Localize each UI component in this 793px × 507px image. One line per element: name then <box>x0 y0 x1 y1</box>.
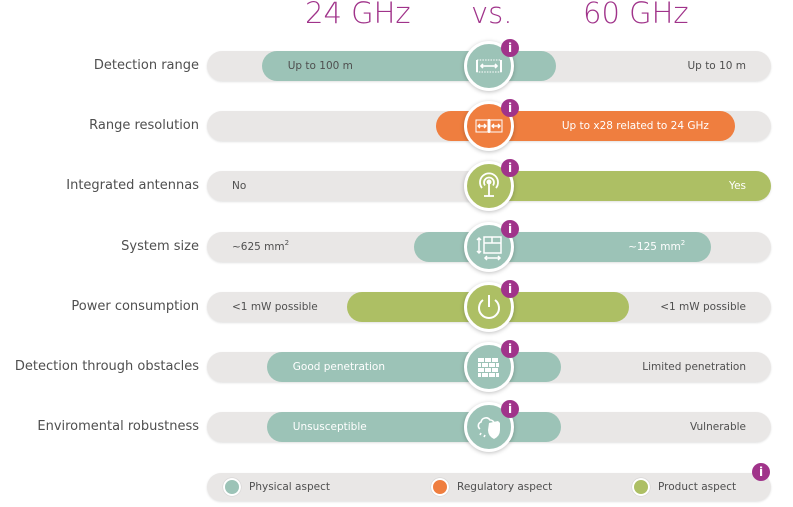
left-value: Unsusceptible <box>293 412 367 442</box>
row-label: Integrated antennas <box>66 178 199 193</box>
product-dot-icon <box>632 478 650 496</box>
info-button[interactable]: i <box>501 39 519 57</box>
row-label: Detection through obstacles <box>14 359 199 374</box>
physical-dot-icon <box>223 478 241 496</box>
legend-item-product: Product aspect <box>632 473 736 501</box>
right-value-text: Up to 10 m <box>687 60 747 72</box>
info-button[interactable]: i <box>501 340 519 358</box>
left-value: <1 mW possible <box>232 292 318 322</box>
left-value: Good penetration <box>293 352 385 382</box>
legend: Physical aspect Regulatory aspect Produc… <box>207 473 771 501</box>
right-value: Vulnerable <box>690 412 746 442</box>
legend-item-physical: Physical aspect <box>223 473 330 501</box>
row-label: Detection range <box>93 58 199 73</box>
weather-shield-icon <box>464 402 514 452</box>
header-24ghz: 24 GHz <box>305 0 411 30</box>
info-button[interactable]: i <box>501 220 519 238</box>
left-value-text: ~625 mm <box>232 241 285 253</box>
row-label: Range resolution <box>89 118 199 133</box>
info-button[interactable]: i <box>501 280 519 298</box>
right-value-text: Limited penetration <box>642 361 746 373</box>
info-button[interactable]: i <box>501 99 519 117</box>
right-value: Limited penetration <box>642 352 746 382</box>
left-value-superscript: 2 <box>284 239 290 247</box>
legend-info-button[interactable]: i <box>752 463 770 481</box>
right-value-text: ~125 mm <box>628 241 681 253</box>
regulatory-dot-icon <box>431 478 449 496</box>
left-value-text: Good penetration <box>292 361 385 373</box>
legend-label: Physical aspect <box>249 481 330 493</box>
row-label: Power consumption <box>71 299 199 314</box>
right-value-text: Yes <box>729 180 746 192</box>
left-value-text: Up to 100 m <box>287 60 353 72</box>
physical-bar <box>413 232 712 262</box>
row-label: System size <box>121 239 199 254</box>
info-button[interactable]: i <box>501 159 519 177</box>
right-value: <1 mW possible <box>660 292 746 322</box>
right-value: ~125 mm2 <box>628 232 685 262</box>
row-label: Enviromental robustness <box>37 419 199 434</box>
legend-label: Regulatory aspect <box>457 481 553 493</box>
legend-label: Product aspect <box>658 481 737 493</box>
right-value: Up to x28 related to 24 GHz <box>562 111 709 141</box>
header-vs: vs. <box>471 0 513 30</box>
product-bar <box>489 171 771 201</box>
legend-item-regulatory: Regulatory aspect <box>431 473 552 501</box>
left-value-text: <1 mW possible <box>232 301 318 313</box>
left-value: No <box>232 171 246 201</box>
right-value-text: <1 mW possible <box>660 301 746 313</box>
right-value-text: Vulnerable <box>690 421 746 433</box>
right-value-text: Up to x28 related to 24 GHz <box>561 120 709 132</box>
header-60ghz: 60 GHz <box>583 0 689 30</box>
left-value: ~625 mm2 <box>232 232 289 262</box>
left-value: Up to 100 m <box>288 51 353 81</box>
right-value: Yes <box>729 171 746 201</box>
left-value-text: Unsusceptible <box>292 421 367 433</box>
info-button[interactable]: i <box>501 400 519 418</box>
left-value-text: No <box>232 180 247 192</box>
right-value: Up to 10 m <box>688 51 747 81</box>
right-value-superscript: 2 <box>680 239 686 247</box>
